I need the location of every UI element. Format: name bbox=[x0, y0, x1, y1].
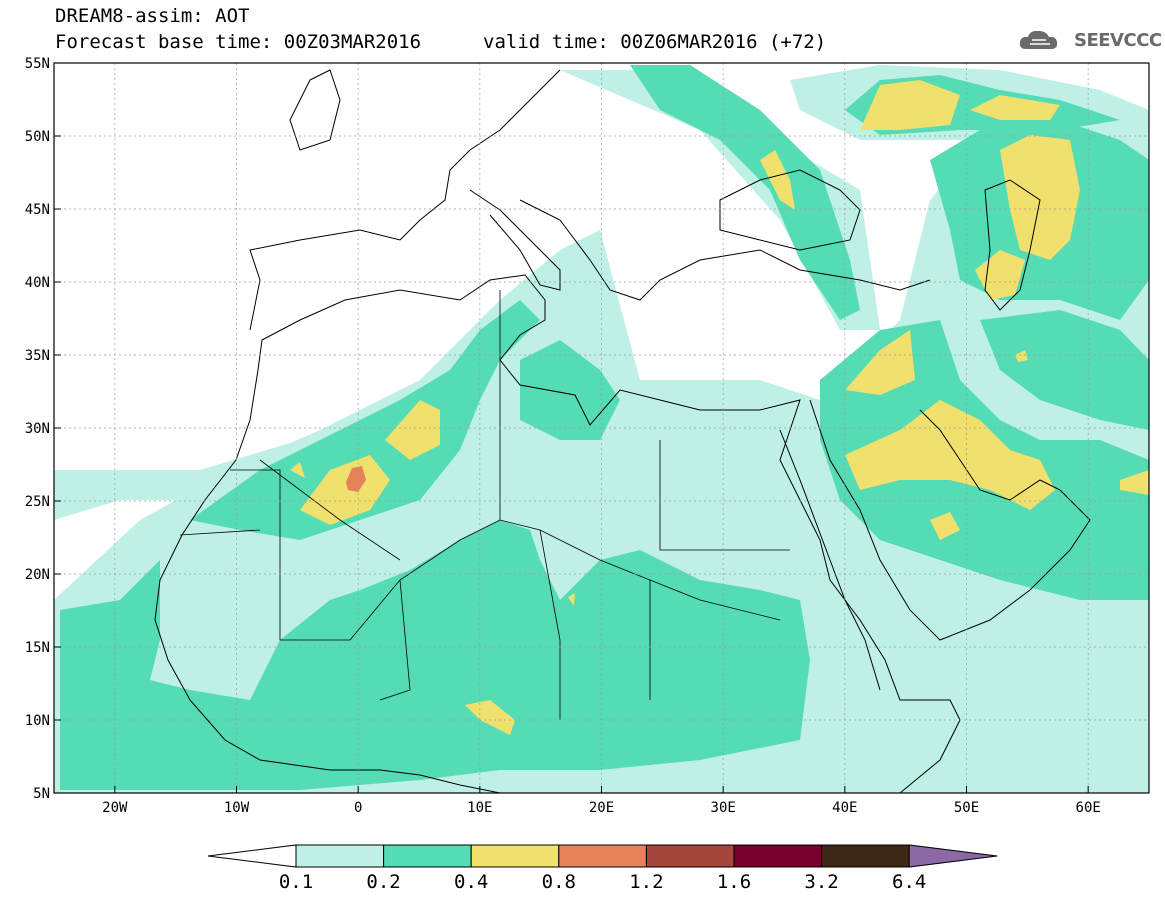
colorbar-swatch bbox=[733, 844, 823, 868]
lat-label: 15N bbox=[25, 640, 50, 656]
lon-label: 60E bbox=[1076, 800, 1101, 816]
aot-band-0.8 bbox=[346, 466, 366, 492]
lat-label: 25N bbox=[25, 494, 50, 510]
base-time-label: Forecast base time: 00Z03MAR2016 bbox=[55, 31, 422, 53]
colorbar bbox=[207, 844, 998, 868]
latitude-labels: 55N 50N 45N 40N 35N 30N 25N 20N 15N 10N 5N bbox=[25, 56, 50, 802]
lon-label: 50E bbox=[954, 800, 979, 816]
coastline-africa bbox=[235, 274, 961, 793]
lat-label: 45N bbox=[25, 202, 50, 218]
coastline-british-isles bbox=[289, 69, 341, 151]
lon-label: 0 bbox=[354, 800, 362, 816]
model-title: DREAM8-assim: AOT bbox=[55, 5, 250, 27]
colorbar-swatch bbox=[558, 844, 647, 868]
lat-label: 5N bbox=[33, 786, 50, 802]
lat-label: 35N bbox=[25, 348, 50, 364]
coastline-italy bbox=[469, 189, 561, 291]
coastline-balkans bbox=[519, 199, 931, 301]
colorbar-under-arrow bbox=[207, 844, 297, 868]
aot-field bbox=[54, 65, 1149, 793]
colorbar-label: 0.2 bbox=[366, 871, 400, 893]
longitude-labels: 20W 10W 0 10E 20E 30E 40E 50E 60E bbox=[102, 800, 1101, 816]
lat-label: 55N bbox=[25, 56, 50, 72]
coastline-red-sea bbox=[779, 429, 881, 691]
coastline-black-sea bbox=[719, 169, 861, 251]
lat-label: 50N bbox=[25, 129, 50, 145]
cloud-icon bbox=[1019, 30, 1058, 49]
lat-label: 40N bbox=[25, 275, 50, 291]
colorbar-label: 1.6 bbox=[717, 871, 751, 893]
colorbar-swatch bbox=[295, 844, 385, 868]
coastline-west-africa bbox=[154, 459, 501, 793]
lon-label: 20E bbox=[589, 800, 614, 816]
coastlines bbox=[154, 69, 1091, 793]
colorbar-label: 6.4 bbox=[892, 871, 926, 893]
aot-band-0.4 bbox=[290, 80, 1149, 735]
lat-label: 30N bbox=[25, 421, 50, 437]
lat-label: 20N bbox=[25, 567, 50, 583]
coastline-arabia bbox=[809, 399, 1091, 641]
coastline-caspian bbox=[984, 179, 1041, 311]
colorbar-label: 0.4 bbox=[454, 871, 488, 893]
colorbar-labels: 0.1 0.2 0.4 0.8 1.2 1.6 3.2 6.4 bbox=[279, 871, 927, 893]
colorbar-label: 0.1 bbox=[279, 871, 313, 893]
lon-label: 10W bbox=[224, 800, 250, 816]
colorbar-swatch bbox=[821, 844, 910, 868]
lon-label: 20W bbox=[102, 800, 128, 816]
axis-ticks bbox=[54, 62, 1089, 794]
lon-label: 30E bbox=[711, 800, 736, 816]
lon-label: 40E bbox=[832, 800, 857, 816]
colorbar-label: 1.2 bbox=[629, 871, 663, 893]
lat-label: 10N bbox=[25, 713, 50, 729]
colorbar-over-arrow bbox=[908, 844, 998, 868]
colorbar-label: 3.2 bbox=[804, 871, 838, 893]
lon-label: 10E bbox=[467, 800, 492, 816]
logo-text: SEEVCCC bbox=[1074, 30, 1162, 51]
colorbar-swatch bbox=[645, 844, 735, 868]
colorbar-label: 0.8 bbox=[542, 871, 576, 893]
graticule bbox=[54, 63, 1149, 793]
coastline-europe bbox=[249, 69, 561, 331]
valid-time-label: valid time: 00Z06MAR2016 (+72) bbox=[483, 31, 827, 53]
colorbar-swatch bbox=[470, 844, 560, 868]
colorbar-swatch bbox=[383, 844, 472, 868]
